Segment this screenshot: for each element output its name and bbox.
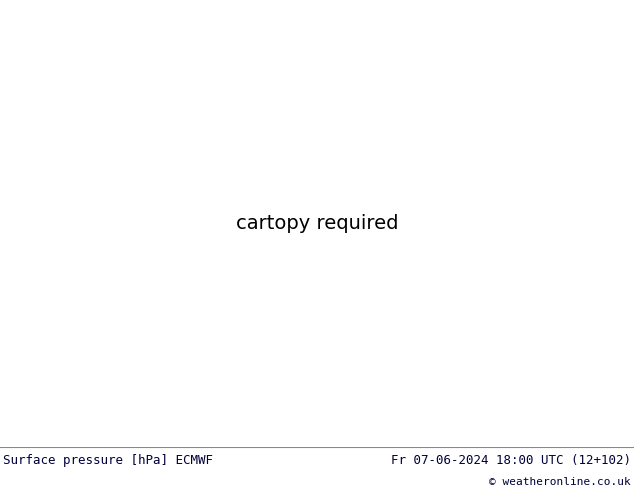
Text: Fr 07-06-2024 18:00 UTC (12+102): Fr 07-06-2024 18:00 UTC (12+102)	[391, 454, 631, 467]
Text: cartopy required: cartopy required	[236, 214, 398, 233]
Text: © weatheronline.co.uk: © weatheronline.co.uk	[489, 477, 631, 487]
Text: Surface pressure [hPa] ECMWF: Surface pressure [hPa] ECMWF	[3, 454, 213, 467]
